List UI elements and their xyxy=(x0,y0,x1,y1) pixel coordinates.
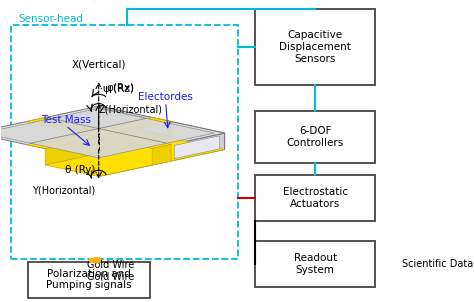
Polygon shape xyxy=(99,118,215,143)
Text: Gold Wire: Gold Wire xyxy=(87,272,134,282)
Text: X(Vertical): X(Vertical) xyxy=(72,59,126,69)
Bar xyxy=(255,9,375,85)
Polygon shape xyxy=(99,133,225,176)
Polygon shape xyxy=(26,117,171,149)
Text: Capacitive
Displacement
Sensors: Capacitive Displacement Sensors xyxy=(279,31,351,64)
Polygon shape xyxy=(30,128,167,158)
Text: Readout
System: Readout System xyxy=(294,253,337,275)
Polygon shape xyxy=(45,138,225,176)
Text: Electrostatic
Actuators: Electrostatic Actuators xyxy=(283,187,348,209)
Text: Gold Wire: Gold Wire xyxy=(87,260,134,270)
Polygon shape xyxy=(104,109,168,136)
Polygon shape xyxy=(26,117,171,149)
Polygon shape xyxy=(174,136,219,159)
Polygon shape xyxy=(99,106,225,149)
Polygon shape xyxy=(80,129,118,137)
Text: Z(Horizontal): Z(Horizontal) xyxy=(99,105,163,115)
Polygon shape xyxy=(152,144,171,165)
Text: φ(Rx): φ(Rx) xyxy=(106,83,135,93)
Polygon shape xyxy=(0,106,225,160)
Bar xyxy=(11,25,238,259)
Text: θ (Ry): θ (Ry) xyxy=(64,165,95,175)
Polygon shape xyxy=(0,118,99,143)
Text: Scientific Data: Scientific Data xyxy=(402,259,474,269)
Text: Y(Horizontal): Y(Horizontal) xyxy=(32,186,95,196)
Text: Sensor-head: Sensor-head xyxy=(18,14,83,24)
Polygon shape xyxy=(45,122,171,165)
Text: ψ (Rz): ψ (Rz) xyxy=(102,84,133,94)
Polygon shape xyxy=(152,117,171,138)
Bar xyxy=(255,175,375,221)
Bar xyxy=(255,111,375,163)
Bar xyxy=(28,262,150,297)
Polygon shape xyxy=(52,108,146,128)
Text: Polarization and
Pumping signals: Polarization and Pumping signals xyxy=(46,269,132,291)
Text: Test Mass: Test Mass xyxy=(41,114,91,124)
Text: Electordes: Electordes xyxy=(138,92,193,102)
Text: 6-DOF
Controllers: 6-DOF Controllers xyxy=(287,126,344,148)
Bar xyxy=(255,241,375,287)
